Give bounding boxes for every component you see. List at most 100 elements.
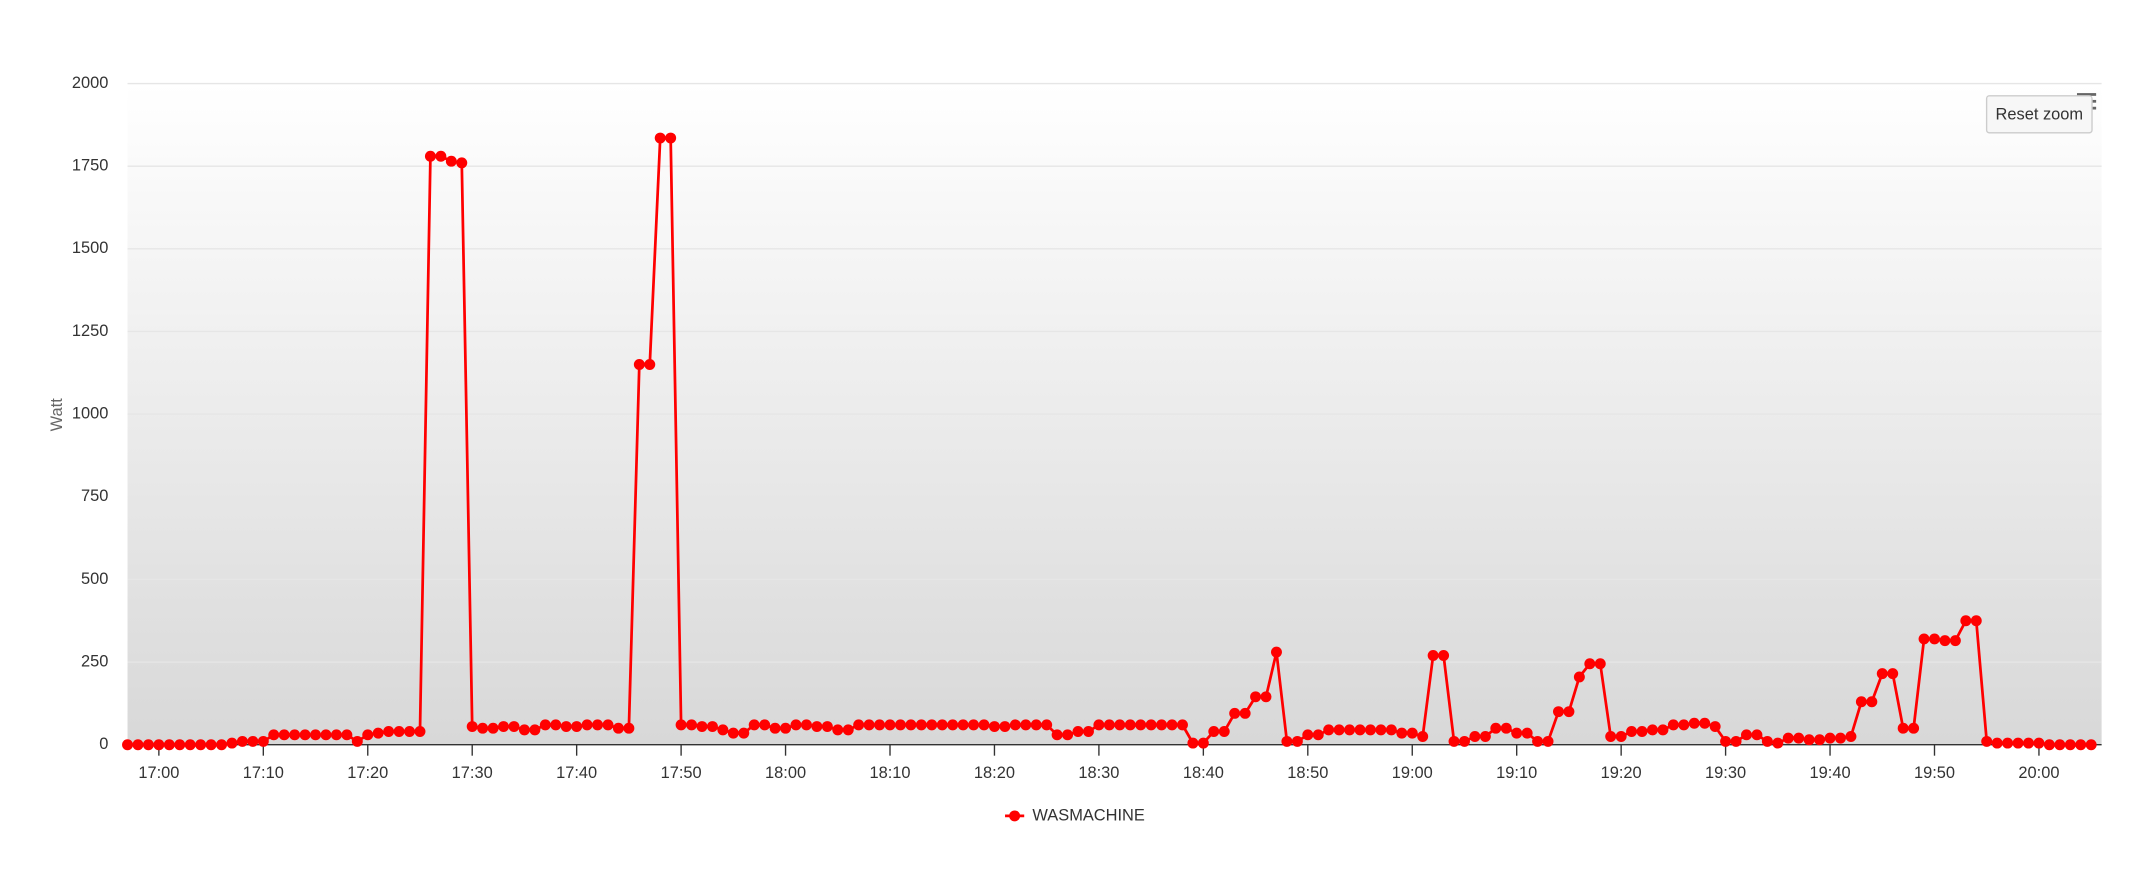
reset-zoom[interactable]: Reset zoom: [1985, 95, 2093, 134]
data-point: [1929, 633, 1940, 645]
data-point: [2023, 737, 2034, 749]
data-point: [278, 729, 290, 741]
data-point: [999, 721, 1011, 733]
data-point: [592, 719, 604, 731]
data-point: [1062, 729, 1074, 741]
y-tick-label: 2000: [72, 74, 109, 92]
data-point: [1720, 735, 1732, 747]
data-point: [1897, 722, 1909, 734]
data-point: [1406, 727, 1418, 739]
data-point: [362, 729, 374, 741]
data-point: [988, 721, 1000, 733]
reset-zoom-box[interactable]: [1985, 95, 2093, 134]
data-point: [1657, 724, 1669, 736]
data-point: [1981, 735, 1993, 747]
data-point: [1751, 729, 1763, 741]
data-point: [1584, 658, 1596, 670]
data-point: [2054, 739, 2066, 751]
data-point: [1166, 719, 1178, 731]
data-point: [1960, 615, 1972, 627]
data-point: [1114, 719, 1126, 731]
data-point: [738, 727, 750, 739]
y-axis-title: Watt: [48, 398, 66, 432]
data-point: [1281, 735, 1293, 747]
data-point: [1824, 732, 1836, 744]
y-tick-label: 750: [81, 487, 108, 505]
data-point: [1970, 615, 1982, 627]
data-point: [1458, 735, 1470, 747]
data-point: [1250, 691, 1262, 703]
data-point: [1563, 706, 1575, 718]
data-point: [727, 727, 739, 739]
x-tick-label: 17:10: [243, 764, 284, 782]
data-point: [1385, 724, 1397, 736]
data-point: [1354, 724, 1366, 736]
data-point: [759, 719, 771, 731]
x-tick-label: 19:50: [1914, 764, 1955, 782]
data-point: [1176, 719, 1188, 731]
data-point: [508, 721, 520, 733]
data-point: [1949, 635, 1961, 647]
data-point: [550, 719, 562, 731]
data-point: [142, 739, 154, 751]
data-point: [1187, 737, 1199, 749]
y-tick-label: 1500: [72, 239, 109, 257]
data-point: [654, 132, 666, 144]
y-tick-label: 0: [99, 735, 108, 753]
data-point: [1573, 671, 1585, 683]
data-point: [1511, 727, 1523, 739]
data-point: [644, 359, 656, 371]
data-point: [1709, 721, 1721, 733]
data-point: [571, 721, 583, 733]
x-tick-label: 18:10: [869, 764, 910, 782]
data-point: [1532, 735, 1544, 747]
data-point: [717, 724, 729, 736]
y-tick-label: 1250: [72, 322, 109, 340]
legend-item[interactable]: WASMACHINE: [1005, 806, 1145, 824]
data-point: [633, 359, 645, 371]
data-point: [174, 739, 186, 751]
data-point: [195, 739, 207, 751]
data-point: [1229, 707, 1241, 719]
data-point: [2075, 739, 2087, 751]
data-point: [216, 739, 228, 751]
data-point: [1009, 719, 1021, 731]
data-point: [2064, 739, 2076, 751]
data-point: [2085, 739, 2097, 751]
data-point: [853, 719, 865, 731]
data-point: [487, 722, 499, 734]
data-point: [947, 719, 959, 731]
data-point: [874, 719, 886, 731]
data-point: [1793, 732, 1805, 744]
data-point: [1741, 729, 1752, 741]
data-point: [1876, 668, 1888, 680]
x-tick-label: 18:00: [765, 764, 806, 782]
data-point: [1396, 727, 1408, 739]
data-point: [926, 719, 938, 731]
data-point: [675, 719, 687, 731]
data-point: [1323, 724, 1335, 736]
data-point: [518, 724, 530, 736]
y-tick-label: 500: [81, 570, 108, 588]
data-point: [435, 150, 447, 162]
x-tick-label: 17:50: [661, 764, 702, 782]
data-point: [498, 721, 510, 733]
data-point: [257, 735, 269, 747]
data-point: [1521, 727, 1533, 739]
data-point: [299, 729, 311, 741]
data-point: [1908, 722, 1920, 734]
data-point: [529, 724, 541, 736]
data-point: [1344, 724, 1356, 736]
data-point: [1375, 724, 1387, 736]
y-tick-label: 1750: [72, 157, 109, 175]
reset-zoom-label[interactable]: Reset zoom: [1996, 105, 2084, 123]
data-point: [894, 719, 906, 731]
data-point: [686, 719, 698, 731]
data-point: [1887, 668, 1899, 680]
data-point: [1866, 696, 1878, 708]
x-tick-label: 18:50: [1287, 764, 1328, 782]
data-point: [1991, 737, 2003, 749]
data-point: [539, 719, 551, 731]
